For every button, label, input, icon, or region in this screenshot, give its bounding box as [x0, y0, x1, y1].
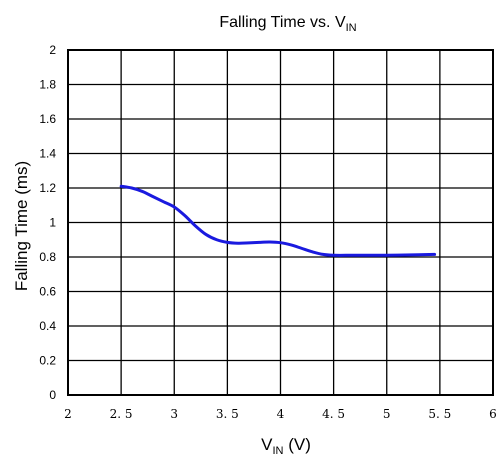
- y-tick-label: 1.2: [39, 181, 56, 195]
- y-tick-label: 0.2: [39, 354, 56, 368]
- chart-title-subscript: IN: [346, 22, 357, 34]
- y-tick-label: 0: [49, 388, 56, 402]
- x-tick-label: 3: [170, 407, 178, 421]
- x-tick-label: 4. 5: [322, 407, 345, 421]
- x-tick-label: 5: [383, 407, 391, 421]
- y-tick-label: 0.6: [39, 285, 56, 299]
- y-tick-label: 0.8: [39, 250, 56, 264]
- y-tick-label: 1.8: [39, 78, 56, 92]
- x-tick-label: 2. 5: [110, 407, 133, 421]
- y-axis-label: Falling Time (ms): [12, 161, 31, 291]
- x-axis-label-subscript: IN: [272, 445, 283, 457]
- x-axis-label-main: V: [261, 435, 273, 454]
- grid: [68, 50, 493, 395]
- y-tick-labels: 0 0.2 0.4 0.6 0.8 1 1.2 1.4 1.6 1.8 2: [39, 43, 56, 402]
- series-line-0: [119, 184, 437, 257]
- chart-title-main: Falling Time vs. V: [219, 14, 346, 31]
- plot-frame: [67, 49, 494, 396]
- x-axis-label-unit: (V): [283, 435, 310, 454]
- x-tick-labels: 2 2. 5 3 3. 5 4 4. 5 5 5. 5 6: [64, 407, 497, 421]
- y-tick-label: 1.6: [39, 112, 56, 126]
- x-tick-label: 4: [277, 407, 285, 421]
- x-tick-label: 5. 5: [428, 407, 451, 421]
- y-tick-label: 2: [49, 43, 56, 57]
- x-axis-label: VIN (V): [261, 435, 311, 457]
- chart-title: Falling Time vs. VIN: [219, 14, 356, 34]
- x-tick-label: 3. 5: [216, 407, 239, 421]
- y-tick-label: 0.4: [39, 319, 56, 333]
- series-layer: [119, 184, 437, 257]
- y-tick-label: 1: [49, 216, 56, 230]
- y-tick-label: 1.4: [39, 147, 56, 161]
- x-tick-label: 6: [489, 407, 497, 421]
- x-tick-label: 2: [64, 407, 72, 421]
